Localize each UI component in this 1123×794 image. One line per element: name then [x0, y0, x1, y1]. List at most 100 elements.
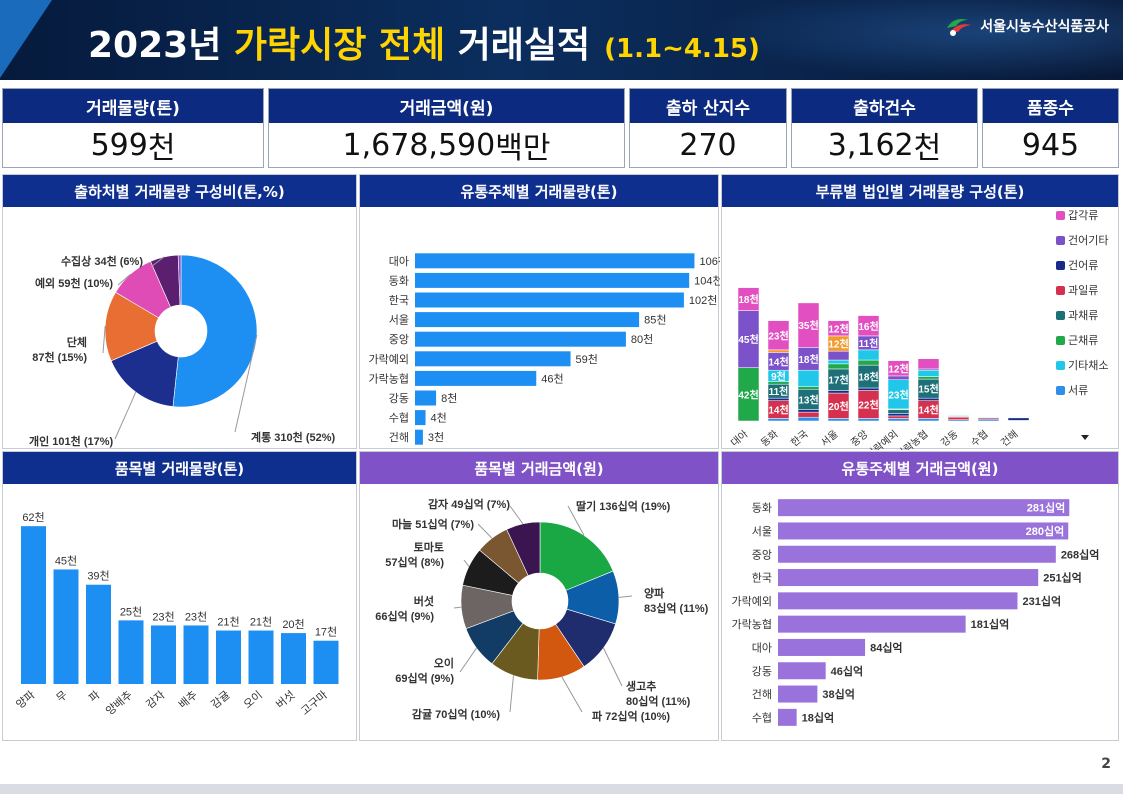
- bar: [118, 620, 144, 684]
- panel-title: 부류별 법인별 거래물량 구성(톤): [722, 175, 1118, 207]
- legend-swatch: [1056, 236, 1065, 245]
- stack-segment: [857, 418, 880, 422]
- stack-segment: [857, 359, 880, 366]
- legend-swatch: [1056, 261, 1065, 270]
- data-label: 106천: [699, 254, 720, 268]
- leader-line: [102, 325, 106, 354]
- segment-label: 12천: [888, 362, 908, 375]
- segment-label: 18천: [858, 371, 878, 384]
- stack-segment: [767, 418, 790, 422]
- kpi-volume: 거래물량(톤) 599 천: [2, 88, 264, 168]
- data-label: 104천: [694, 273, 720, 287]
- panel-title: 출하처별 거래물량 구성비(톤,%): [3, 175, 356, 207]
- segment-label: 11천: [769, 385, 789, 398]
- legend-label: 과채류: [1068, 309, 1098, 322]
- leader-line: [463, 559, 470, 567]
- stack-segment: [857, 349, 880, 361]
- data-label: 20천: [282, 617, 304, 631]
- data-label: 23천: [185, 609, 207, 623]
- bar: [415, 312, 640, 328]
- category-label: 배추: [176, 688, 200, 711]
- segment-label: 9천: [771, 370, 786, 383]
- data-label: 23천: [152, 609, 174, 623]
- bar: [248, 630, 274, 684]
- category-label: 감자: [144, 688, 168, 711]
- category-label: 중앙: [849, 428, 871, 449]
- title-date-range: (1.1~4.15): [604, 34, 760, 64]
- bar: [415, 253, 695, 269]
- org-name: 서울시농수산식품공사: [980, 19, 1109, 35]
- slice-label: 수집상 34천 (6%): [61, 254, 143, 268]
- bar: [778, 708, 797, 726]
- stack-segment: [917, 358, 940, 370]
- category-label: 서울: [819, 428, 841, 449]
- data-label: 181십억: [971, 617, 1010, 631]
- scroll-down-icon: [1081, 435, 1089, 440]
- kpi-unit: 천: [913, 131, 942, 166]
- data-label: 84십억: [870, 640, 902, 654]
- bar: [415, 390, 437, 406]
- legend-label: 서류: [1068, 384, 1088, 397]
- bar: [151, 625, 176, 684]
- stack-segment: [887, 409, 910, 414]
- legend-swatch: [1056, 211, 1065, 220]
- kpi-number: 1,678,590: [342, 127, 496, 163]
- data-label: 3천: [428, 430, 444, 444]
- bar: [415, 331, 626, 347]
- segment-label: 14천: [768, 404, 788, 417]
- stack-segment: [887, 418, 910, 422]
- segment-label: 23천: [888, 388, 908, 401]
- pie-slice: [506, 521, 541, 577]
- segment-label: 16천: [858, 320, 878, 333]
- category-label: 가락농협: [369, 372, 409, 385]
- category-label: 감귤: [209, 688, 233, 711]
- slice-label: 계통 310천 (52%): [251, 430, 336, 444]
- category-label: 강동: [939, 428, 961, 449]
- category-label: 중앙: [389, 333, 409, 346]
- kpi-label: 품종수: [983, 89, 1118, 123]
- bar: [415, 410, 426, 426]
- category-label: 가락농협: [894, 427, 931, 450]
- panel-item-volume: 품목별 거래물량(톤) 62천 양파 45천 무 39천 파 25천 양배추 23천 감자 23천 배…: [2, 451, 357, 741]
- stack-segment: [917, 376, 940, 380]
- kpi-origins: 출하 산지수 270: [629, 88, 787, 168]
- leader-line: [459, 647, 477, 673]
- slice-label: 57십억 (8%): [385, 555, 444, 569]
- leader-line: [618, 595, 633, 598]
- category-label: 가락농협: [732, 618, 772, 631]
- category-label: 무: [54, 689, 69, 705]
- kpi-label: 거래금액(원): [269, 89, 624, 123]
- header-accent-triangle: [0, 0, 52, 78]
- segment-label: 12천: [828, 322, 848, 335]
- category-label: 고구마: [298, 688, 330, 717]
- stack-segment: [797, 302, 820, 348]
- bar: [778, 638, 866, 656]
- category-label: 양배추: [103, 688, 135, 717]
- org-logo: 서울시농수산식품공사: [944, 14, 1109, 38]
- legend-label: 건어기타: [1068, 234, 1108, 247]
- stack-segment: [947, 416, 970, 420]
- header-banner: 2023년 가락시장 전체 거래실적 (1.1~4.15) 서울시농수산식품공사: [0, 0, 1123, 80]
- data-label: 46십억: [831, 664, 863, 678]
- bar: [183, 625, 209, 684]
- slice-label: 생고추: [626, 679, 656, 693]
- kpi-label: 출하 산지수: [630, 89, 786, 123]
- kpi-shipments: 출하건수 3,162 천: [791, 88, 978, 168]
- bar: [778, 545, 1056, 563]
- stack-segment: [887, 415, 910, 419]
- slice-label: 87천 (15%): [32, 350, 87, 364]
- stack-segment: [827, 350, 850, 361]
- bar: [415, 351, 571, 367]
- footer-bar: [0, 784, 1123, 794]
- slice-label: 토마토: [414, 540, 444, 554]
- slice-label: 69십억 (9%): [395, 671, 454, 685]
- leader-line: [561, 676, 583, 713]
- category-label: 서울: [389, 314, 409, 327]
- data-label: 21천: [250, 615, 272, 629]
- pie-slice: [110, 340, 179, 407]
- kpi-number: 599: [90, 127, 148, 163]
